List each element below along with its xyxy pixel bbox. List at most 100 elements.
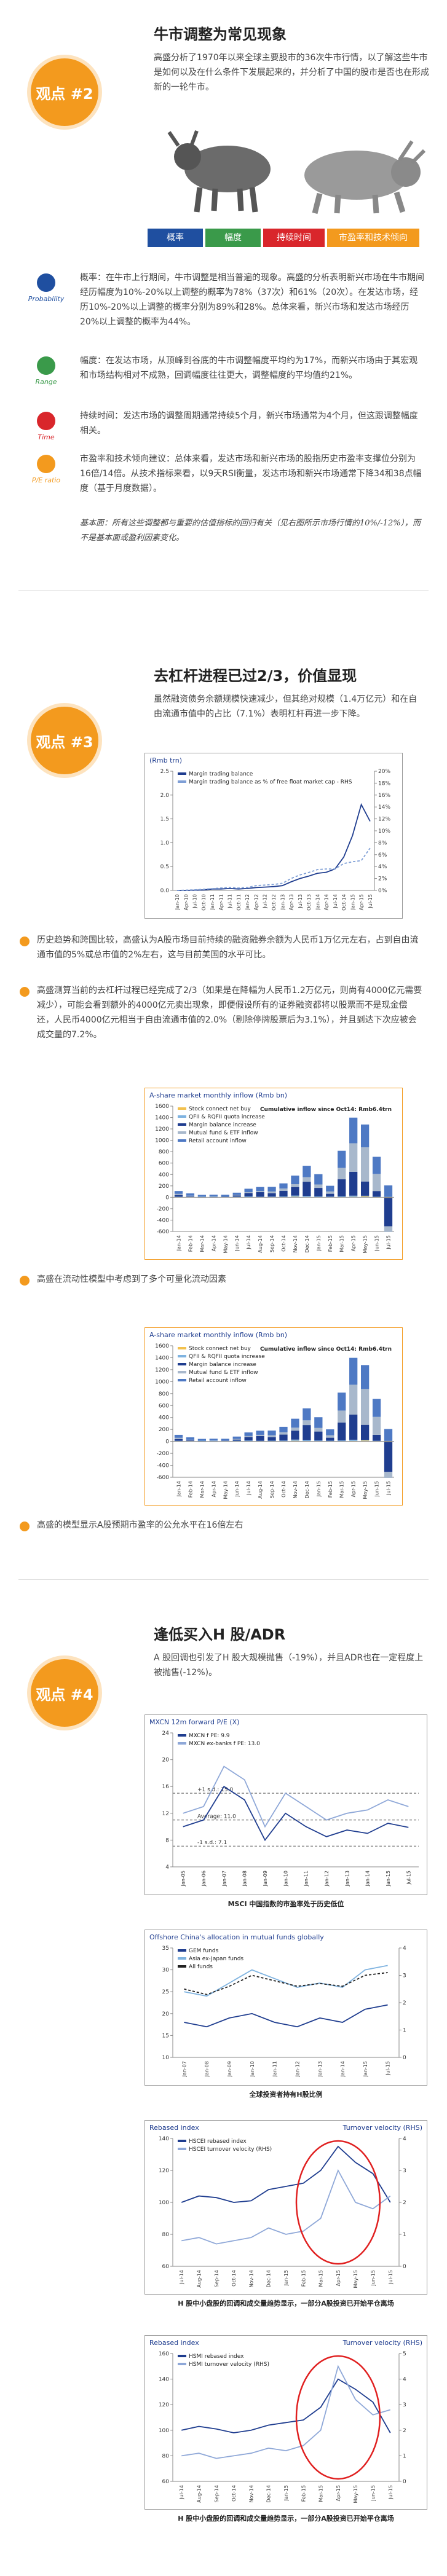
- point-text: 高盛的模型显示A股预期市盈率的公允水平在16倍左右: [37, 1520, 243, 1530]
- x-tick-label: Feb-15: [328, 1481, 333, 1498]
- chart-title: MXCN 12m forward P/E (X): [149, 1718, 239, 1726]
- x-tick-label: Jan-11: [304, 1871, 309, 1887]
- y-tick-label: 100: [159, 2428, 169, 2434]
- x-tick-label: Jul-15: [388, 2270, 394, 2285]
- y-tick-label: -200: [157, 1206, 170, 1212]
- x-tick-label: Jan-05: [181, 1871, 186, 1887]
- y-tick-label: 1200: [155, 1126, 169, 1133]
- bar: [372, 1434, 381, 1441]
- x-tick-label: Jan-08: [242, 1871, 248, 1887]
- legend-swatch: [178, 1957, 186, 1960]
- x-tick-label: Jul-14: [179, 2270, 184, 2285]
- bar: [326, 1196, 334, 1198]
- bar: [326, 1440, 334, 1442]
- chart: Rebased index Turnover velocity (RHS) 60 80…: [144, 2335, 427, 2523]
- legend-swatch: [178, 1734, 186, 1737]
- bar: [232, 1195, 241, 1197]
- y-tick-label: 200: [159, 1184, 169, 1190]
- bar: [303, 1177, 311, 1182]
- x-tick-label: Sep-14: [214, 2485, 220, 2502]
- x-tick-label: Aug-14: [258, 1481, 263, 1499]
- bar: [314, 1431, 323, 1441]
- point-label: Time: [38, 433, 55, 441]
- bar: [361, 1440, 370, 1442]
- bar: [197, 1196, 206, 1198]
- note: 基本面：所有这些调整都与重要的估值指标的回归有关（见右图所示市场行情的10%/-…: [80, 519, 421, 543]
- y-tick-label: 800: [159, 1149, 169, 1155]
- bar: [279, 1440, 288, 1442]
- x-tick-label: Oct-10: [201, 894, 207, 911]
- legend-label: Stock connect net buy: [189, 1106, 251, 1112]
- x-tick-label: Nov-14: [293, 1481, 298, 1498]
- icon: [37, 273, 55, 292]
- bar: [279, 1183, 288, 1189]
- series-line: [184, 1972, 388, 1995]
- x-tick-label: Aug-14: [258, 1235, 263, 1253]
- point-label: Range: [35, 378, 57, 386]
- x-tick-label: Jan-08: [204, 2061, 210, 2077]
- bullet: [20, 937, 30, 946]
- y-tick-label: 0.0: [160, 888, 170, 894]
- y-tick-label: 35: [162, 1946, 169, 1952]
- x-tick-label: Mar-15: [339, 1235, 345, 1252]
- x-tick-label: Feb-15: [328, 1235, 333, 1252]
- caption: H 股中小盘股的回调和成交量趋势显示，一部分A股投资已开始平仓离场: [178, 2514, 394, 2523]
- x-tick-label: Oct-14: [341, 894, 347, 911]
- x-tick-label: Jul-15: [386, 2061, 391, 2076]
- chart-frame: [144, 1088, 403, 1260]
- x-tick-label: Jan-14: [176, 1235, 181, 1251]
- bar: [372, 1156, 381, 1174]
- tab: 概率: [148, 229, 203, 247]
- bar: [267, 1193, 276, 1197]
- x-tick-label: Jan-09: [227, 2061, 232, 2077]
- bar: [303, 1440, 311, 1442]
- x-tick-label: Jan-07: [181, 2061, 187, 2077]
- y2-tick-label: 4: [403, 2377, 406, 2383]
- bar: [314, 1188, 323, 1196]
- legend-swatch: [178, 1371, 186, 1373]
- x-tick-label: Jan-10: [175, 894, 180, 910]
- bar: [279, 1434, 288, 1441]
- bar: [349, 1117, 358, 1144]
- bull-illustration: [167, 130, 426, 214]
- x-tick-label: Jan-14: [365, 1871, 371, 1887]
- point-text: 持续时间：发达市场的调整周期通常持续5个月，新兴市场通常为4个月，但这跟调整幅度…: [80, 411, 418, 436]
- bar: [361, 1124, 370, 1148]
- x-tick-label: Jul-11: [227, 894, 233, 909]
- x-tick-label: Jul-12: [263, 894, 268, 909]
- x-tick-label: Mar-14: [199, 1481, 205, 1498]
- legend-label: All funds: [189, 1964, 213, 1970]
- y-tick-label: 100: [159, 2200, 169, 2206]
- x-tick-label: Jul-13: [298, 894, 303, 909]
- divider: [18, 1579, 429, 1580]
- badge: 观点 #2: [31, 58, 98, 126]
- caption: H 股中小盘股的回调和成交量趋势显示，一部分A股投资已开始平仓离场: [178, 2299, 394, 2307]
- y2-tick-label: 4: [403, 2136, 406, 2142]
- bar: [291, 1187, 299, 1196]
- y-tick-label: 120: [159, 2168, 169, 2174]
- bar: [244, 1440, 253, 1442]
- tab: 持续时间: [263, 229, 325, 247]
- x-tick-label: Jan-06: [201, 1871, 207, 1887]
- y-tick-label: 0.5: [160, 864, 169, 870]
- x-tick-label: Mar-15: [318, 2270, 324, 2287]
- x-tick-label: Jan-11: [210, 894, 215, 910]
- x-tick-label: Jan-15: [316, 1481, 322, 1497]
- bar: [349, 1195, 358, 1197]
- series-line: [181, 2365, 391, 2459]
- bullet: [20, 1276, 30, 1286]
- x-tick-label: Aug-14: [196, 2270, 202, 2288]
- x-tick-label: Jan-15: [363, 2061, 368, 2077]
- x-tick-label: Apr-14: [211, 1235, 216, 1251]
- x-tick-label: Apr-11: [218, 894, 224, 910]
- legend-label: Mutual fund & ETF inflow: [189, 1130, 258, 1136]
- x-tick-label: May-14: [223, 1235, 228, 1253]
- bar: [349, 1171, 358, 1196]
- reference-label: +1 s.d.: 15.0: [197, 1787, 233, 1793]
- annotation: Cumulative inflow since Oct14: Rmb6.4trn: [260, 1346, 392, 1353]
- x-tick-label: Feb-14: [188, 1481, 193, 1498]
- legend-swatch: [178, 1139, 186, 1142]
- x-tick-label: Apr-15: [336, 2485, 341, 2501]
- x-tick-label: Jan-13: [317, 2061, 323, 2077]
- bar: [256, 1434, 264, 1436]
